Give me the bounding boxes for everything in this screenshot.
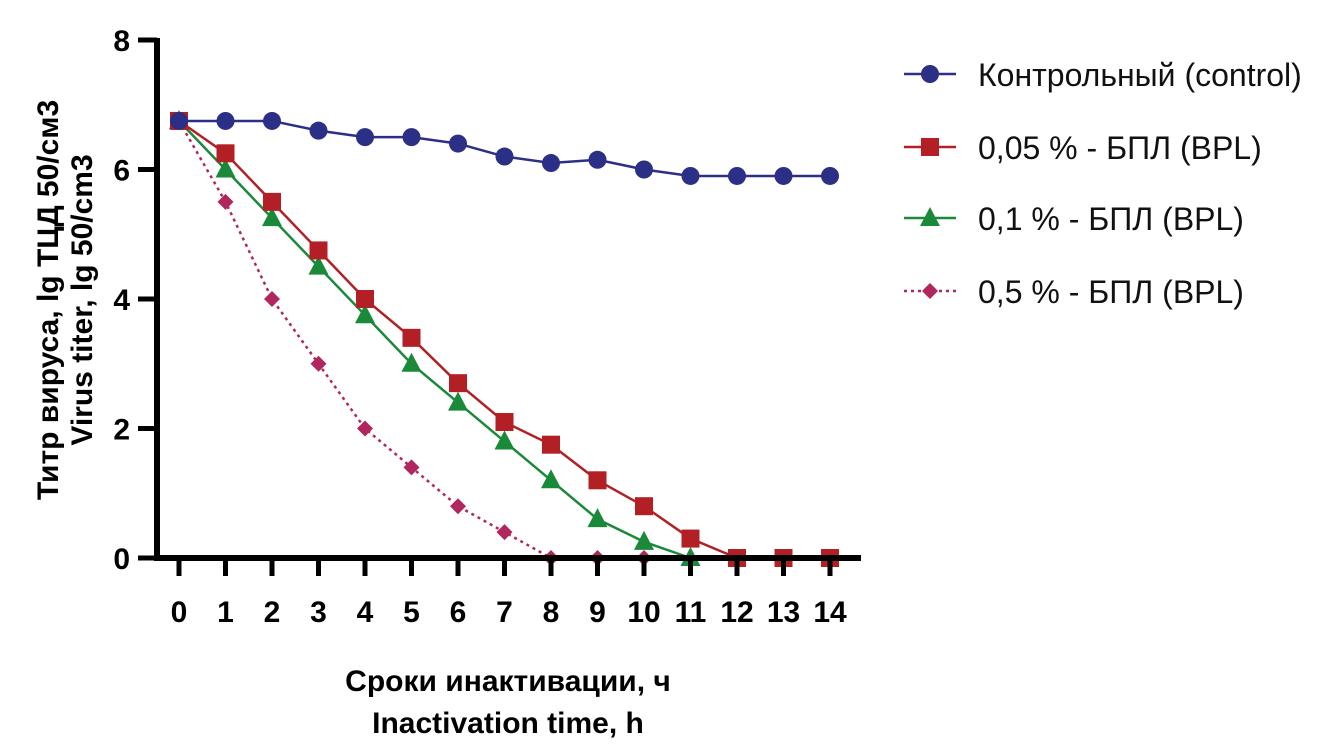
series-1-point-2: [263, 192, 281, 211]
y-tick-label-4: 4: [113, 284, 130, 317]
series-3-point-3: [310, 355, 327, 372]
series-1-point-6: [449, 374, 467, 393]
series-2-point-5: [401, 352, 422, 372]
legend-label-1: 0,05 % - БПЛ (BPL): [978, 130, 1262, 166]
series-1-point-8: [542, 435, 560, 454]
series-1-point-9: [588, 471, 607, 490]
series-3-point-1: [217, 193, 234, 210]
series-1-point-5: [402, 328, 421, 347]
y-axis-subtitle: Virus titer, lg 50/cm3: [66, 154, 99, 445]
series-2: [169, 109, 701, 566]
x-tick-label-4: 4: [357, 596, 374, 629]
x-tick-label-8: 8: [543, 596, 560, 629]
series-0-point-3: [309, 121, 328, 140]
legend-marker-3: [922, 283, 938, 299]
series-0-point-4: [356, 128, 374, 147]
series-1-point-3: [309, 241, 328, 260]
series-2-point-2: [262, 207, 282, 227]
series-3-point-2: [264, 291, 280, 307]
series-2-point-10: [634, 530, 654, 550]
x-tick-label-7: 7: [496, 596, 513, 629]
x-axis-title: Сроки инактивации, ч: [345, 665, 671, 698]
series-0-point-5: [402, 128, 421, 147]
series-1-point-7: [495, 413, 514, 432]
series-1-point-4: [356, 290, 374, 308]
x-tick-label-3: 3: [310, 596, 327, 629]
series-1-point-1: [216, 144, 235, 163]
series-line-1: [178, 119, 830, 560]
legend-label-0: Контрольный (control): [978, 57, 1302, 93]
legend: Контрольный (control) 0,05 % - БПЛ (BPL) 0…: [904, 57, 1302, 310]
legend-marker-1: [921, 138, 939, 156]
y-tick-label-2: 2: [113, 414, 130, 447]
x-tick-label-6: 6: [450, 596, 467, 629]
x-tick-label-2: 2: [264, 596, 281, 629]
series-0-point-12: [728, 166, 746, 185]
x-tick-label-12: 12: [720, 596, 753, 629]
series-2-point-3: [308, 255, 329, 275]
x-tick-label-0: 0: [171, 596, 188, 629]
legend-item-3: 0,5 % - БПЛ (BPL): [904, 274, 1244, 310]
legend-item-0: Контрольный (control): [904, 57, 1302, 93]
series-0-point-9: [588, 150, 607, 169]
series-2-point-8: [541, 469, 561, 489]
series-2-point-9: [587, 508, 608, 528]
legend-label-2: 0,1 % - БПЛ (BPL): [978, 201, 1244, 237]
y-tick-label-6: 6: [113, 155, 130, 188]
x-axis-subtitle: Inactivation time, h: [372, 707, 644, 740]
x-tick-label-11: 11: [675, 596, 707, 629]
legend-item-1: 0,05 % - БПЛ (BPL): [904, 130, 1262, 166]
x-tick-label-5: 5: [403, 596, 420, 629]
series-0-point-14: [821, 166, 839, 185]
series-0-point-6: [449, 134, 467, 153]
x-tick-label-13: 13: [767, 596, 800, 629]
x-tick-label-9: 9: [589, 596, 606, 629]
series-3-point-5: [403, 459, 420, 476]
series-0-point-13: [774, 166, 793, 185]
series-2-point-7: [494, 430, 515, 450]
y-tick-label-8: 8: [113, 25, 130, 58]
y-axis-title: Титр вируса, lg ТЦД 50/см3: [32, 100, 65, 500]
series-3-point-4: [357, 420, 373, 437]
series-0: [170, 111, 839, 185]
series-3-point-6: [450, 498, 466, 515]
series-1-point-10: [635, 497, 653, 516]
series-0-point-1: [216, 111, 235, 130]
series-0-point-2: [263, 111, 281, 130]
legend-item-2: 0,1 % - БПЛ (BPL): [904, 201, 1244, 237]
series-1: [170, 111, 839, 567]
legend-marker-2: [920, 207, 940, 226]
legend-label-3: 0,5 % - БПЛ (BPL): [978, 274, 1244, 310]
legend-marker-0: [921, 65, 939, 83]
series-0-point-7: [495, 147, 514, 166]
x-tick-label-10: 10: [627, 596, 660, 629]
series-0-point-10: [635, 160, 653, 179]
series-1-point-11: [681, 529, 700, 548]
series-0-point-8: [542, 154, 560, 173]
series-0-point-11: [681, 166, 700, 185]
axes-layer: [154, 38, 861, 561]
series-2-point-4: [355, 304, 375, 324]
x-tick-label-14: 14: [813, 596, 847, 629]
series-2-point-6: [448, 391, 468, 411]
y-tick-label-0: 0: [113, 543, 130, 576]
series-2-point-1: [215, 158, 236, 178]
series-0-point-0: [170, 111, 188, 130]
x-tick-label-1: 1: [217, 596, 234, 629]
series-3-point-7: [496, 524, 513, 541]
series-layer: [169, 109, 839, 567]
